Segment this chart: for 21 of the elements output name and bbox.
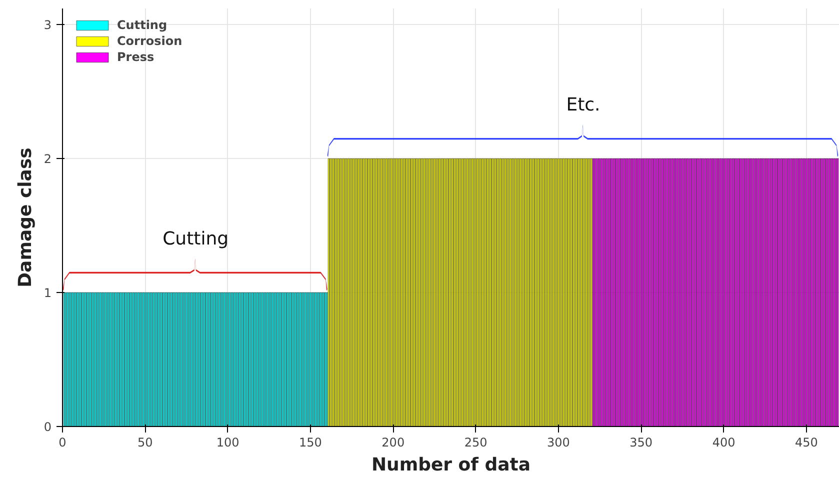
legend-label: Press: [117, 50, 154, 64]
y-tick-label: 2: [44, 152, 52, 166]
x-tick-label: 200: [382, 436, 405, 450]
x-tick-label: 250: [464, 436, 488, 450]
x-tick-label: 50: [138, 436, 153, 450]
annotation: Etc.: [566, 94, 600, 116]
x-tick-label: 150: [299, 436, 322, 450]
x-tick-label: 350: [630, 436, 653, 450]
annotation: Cutting: [162, 228, 229, 250]
y-tick-label: 1: [44, 286, 52, 300]
y-axis-title: Damage class: [14, 148, 36, 288]
legend-label: Cutting: [117, 18, 168, 32]
x-tick-label: 100: [216, 436, 240, 450]
x-tick-label: 450: [794, 436, 818, 450]
x-tick-label: 300: [547, 436, 570, 450]
x-axis-title: Number of data: [371, 454, 531, 476]
y-tick-label: 0: [44, 420, 52, 434]
x-tick-label: 400: [712, 436, 736, 450]
y-tick-label: 3: [44, 18, 52, 32]
x-tick-label: 0: [58, 436, 66, 450]
legend-label: Corrosion: [117, 34, 182, 48]
